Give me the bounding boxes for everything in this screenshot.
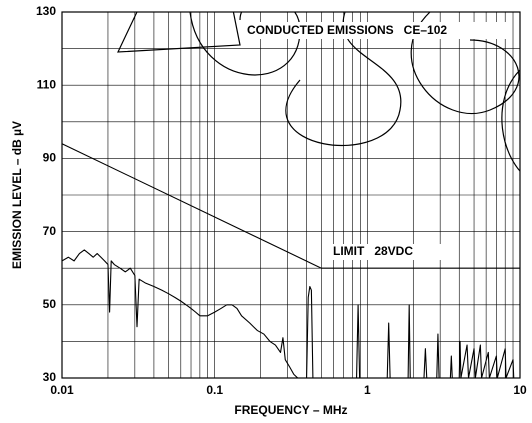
annotation-bg [330,244,442,260]
plot [62,143,520,378]
series-line [62,143,520,269]
watermark [62,12,520,172]
grid [61,11,521,379]
x-tick-label: 0.1 [206,383,223,397]
y-tick-label: 90 [43,151,57,165]
series-line [62,249,520,378]
plot-frame [61,11,521,379]
x-tick-label: 10 [513,383,527,397]
y-tick-label: 130 [36,4,56,18]
x-tick-label: 1 [364,383,371,397]
watermark-shape [501,69,520,172]
y-tick-label: 110 [37,77,57,91]
watermark-shape [117,12,241,53]
annotation: LIMIT 28VDC [333,244,413,258]
y-tick-label: 70 [43,224,57,238]
y-axis-label: EMISSION LEVEL – dB µV [10,121,24,269]
annotation: CONDUCTED EMISSIONS CE–102 [247,23,447,37]
x-tick-label: 0.01 [50,383,74,397]
watermark-shape [410,12,520,115]
annotation-bg [244,22,506,39]
watermark-shape [285,12,402,147]
y-tick-label: 30 [43,370,57,384]
y-tick-label: 50 [43,297,57,311]
watermark-shape [189,12,301,76]
x-axis-label: FREQUENCY – MHz [234,403,347,417]
